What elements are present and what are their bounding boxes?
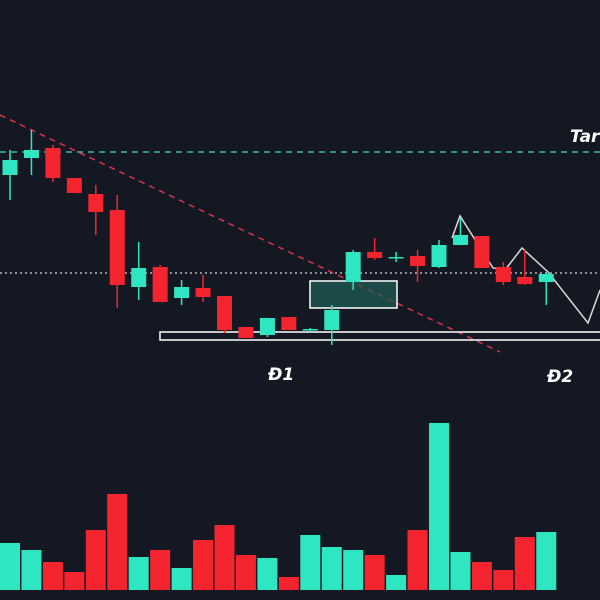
support-zone bbox=[159, 331, 600, 341]
candle-body bbox=[109, 210, 125, 285]
volume-bar bbox=[193, 540, 214, 590]
volume-bar bbox=[21, 550, 42, 590]
volume-bar bbox=[42, 562, 63, 590]
volume-bar bbox=[536, 532, 557, 590]
candle-body bbox=[302, 329, 318, 331]
volume-bar bbox=[171, 568, 192, 590]
candle-body bbox=[452, 235, 468, 245]
volume-bar bbox=[85, 530, 106, 590]
volume-bar bbox=[493, 570, 514, 590]
volume-bar bbox=[150, 550, 171, 590]
d1-label: Đ1 bbox=[267, 365, 294, 385]
target-label: Tar bbox=[570, 127, 600, 147]
candle-body bbox=[324, 310, 340, 330]
candle-body bbox=[345, 252, 361, 282]
candle-body bbox=[45, 148, 61, 178]
candle-body bbox=[431, 245, 447, 267]
volume-bar bbox=[471, 562, 492, 590]
candle-body bbox=[495, 267, 511, 282]
volume-bar bbox=[235, 555, 256, 590]
volume-bar bbox=[364, 555, 385, 590]
volume-bar bbox=[128, 557, 149, 590]
volume-bar bbox=[343, 550, 364, 590]
candle-body bbox=[388, 257, 404, 259]
volume-bar bbox=[514, 537, 535, 590]
candle-body bbox=[367, 252, 383, 258]
candle-body bbox=[195, 288, 211, 297]
volume-bar bbox=[450, 552, 471, 590]
d2-label: Đ2 bbox=[546, 367, 573, 387]
candle-body bbox=[474, 236, 490, 268]
volume-bar bbox=[257, 558, 278, 590]
candle-body bbox=[174, 287, 190, 298]
candle-body bbox=[281, 317, 297, 330]
candle-body bbox=[259, 318, 275, 335]
candle-body bbox=[152, 267, 168, 302]
projection-path bbox=[451, 214, 600, 325]
candle-body bbox=[238, 327, 254, 338]
volume-bar bbox=[64, 572, 85, 590]
candle-body bbox=[538, 274, 554, 282]
candle-body bbox=[517, 277, 533, 284]
volume-bar bbox=[214, 525, 235, 590]
trend-line bbox=[0, 114, 501, 353]
candle-body bbox=[131, 268, 147, 287]
candle-body bbox=[217, 296, 232, 330]
volume-bar bbox=[300, 535, 321, 590]
volume-bar bbox=[107, 494, 128, 590]
candle-body bbox=[88, 194, 104, 212]
candle-body bbox=[23, 150, 39, 158]
volume-bar bbox=[321, 547, 342, 590]
volume-bar bbox=[386, 575, 407, 590]
candle-body bbox=[2, 160, 18, 175]
candle-body bbox=[66, 178, 82, 193]
candle-body bbox=[410, 256, 426, 266]
volume-bar bbox=[0, 543, 20, 590]
volume-bar bbox=[278, 577, 299, 590]
volume-bar bbox=[407, 530, 428, 590]
volume-bar bbox=[429, 423, 449, 590]
